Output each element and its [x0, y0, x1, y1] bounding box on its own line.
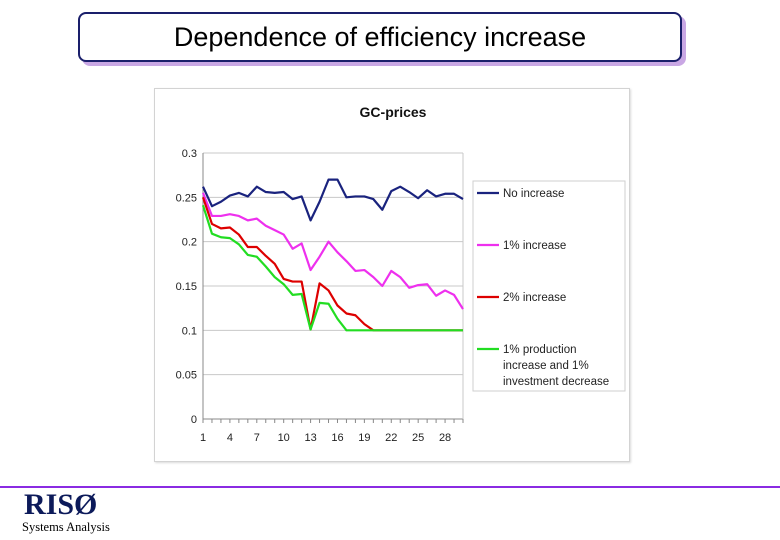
y-tick-label: 0.05: [176, 370, 197, 382]
gc-prices-chart: GC-prices 0 0.05 0.1 0.15 0.2 0.25 0.3 1 4 7 10 13 1…: [176, 104, 626, 444]
y-tick-label: 0: [191, 414, 197, 426]
footer-divider: [0, 486, 780, 488]
x-tick-label: 19: [358, 432, 370, 444]
x-tick-label: 4: [227, 432, 233, 444]
slide-title: Dependence of efficiency increase: [78, 12, 682, 62]
y-tick-label: 0.15: [176, 281, 197, 293]
chart-title: GC-prices: [360, 104, 427, 120]
series-line-4: [201, 204, 463, 332]
x-tick-label: 1: [200, 432, 206, 444]
x-tick-label: 28: [439, 432, 451, 444]
x-tick-label: 7: [254, 432, 260, 444]
y-tick-label: 0.1: [182, 325, 197, 337]
y-tick-label: 0.3: [182, 148, 197, 160]
legend-label: 1% production: [503, 344, 577, 356]
chart-frame: GC-prices 0 0.05 0.1 0.15 0.2 0.25 0.3 1 4 7 10 13 1…: [154, 88, 630, 462]
x-tick-label: 22: [385, 432, 397, 444]
legend-label: No increase: [503, 188, 564, 200]
series-line-1: [202, 178, 464, 222]
legend-label: increase and 1%: [503, 360, 589, 372]
riso-logo: RISØ: [24, 488, 98, 521]
legend-label: 2% increase: [503, 292, 566, 304]
legend-box: [472, 180, 626, 392]
footer-subtitle: Systems Analysis: [22, 520, 110, 534]
legend-label: 1% increase: [503, 240, 566, 252]
series-line-2: [201, 192, 464, 310]
x-tick-label: 10: [278, 432, 290, 444]
y-tick-label: 0.2: [182, 237, 197, 249]
x-tick-label: 16: [331, 432, 343, 444]
x-tick-label: 13: [304, 432, 316, 444]
legend-label: investment decrease: [503, 376, 609, 388]
x-tick-label: 25: [412, 432, 424, 444]
y-tick-label: 0.25: [176, 192, 197, 204]
